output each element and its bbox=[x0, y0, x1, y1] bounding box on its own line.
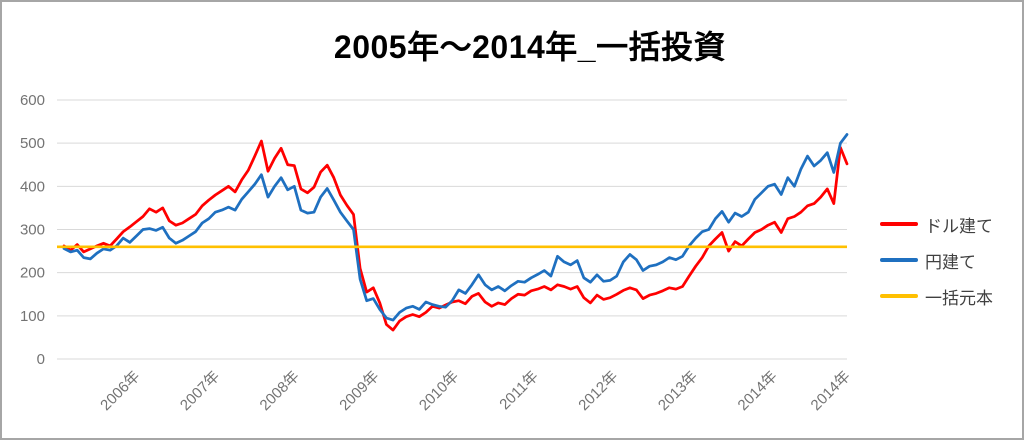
chart-title: 2005年～2014年_一括投資 bbox=[333, 29, 727, 65]
y-axis-label: 500 bbox=[20, 135, 45, 152]
x-axis-label: 2008年 bbox=[257, 368, 303, 414]
y-axis-label: 0 bbox=[37, 351, 45, 368]
legend-item: 円建て bbox=[880, 249, 993, 272]
legend-label: 円建て bbox=[925, 252, 976, 272]
y-axis-label: 300 bbox=[20, 222, 45, 239]
y-axis-label: 400 bbox=[20, 178, 45, 195]
y-axis-label: 200 bbox=[20, 265, 45, 282]
series-line-1 bbox=[62, 133, 849, 322]
x-axis-label: 2012年 bbox=[575, 368, 621, 414]
x-axis-label: 2014年 bbox=[735, 368, 781, 414]
x-axis-label: 2014年 bbox=[808, 368, 854, 414]
legend-item: ドル建て bbox=[880, 213, 993, 236]
legend-swatch-icon bbox=[880, 222, 918, 226]
legend-swatch-icon bbox=[880, 258, 918, 262]
legend-label: 一括元本 bbox=[925, 288, 993, 308]
legend-swatch-icon bbox=[880, 294, 918, 298]
series-line-0 bbox=[62, 139, 849, 332]
legend-label: ドル建て bbox=[925, 216, 993, 236]
x-axis-label: 2009年 bbox=[336, 368, 382, 414]
x-axis-label: 2013年 bbox=[655, 368, 701, 414]
x-axis-label: 2011年 bbox=[496, 368, 541, 413]
y-axis-label: 100 bbox=[20, 308, 45, 325]
y-axis-label: 600 bbox=[20, 92, 45, 109]
legend-item: 一括元本 bbox=[880, 285, 993, 308]
x-axis-label: 2007年 bbox=[177, 368, 223, 414]
legend: ドル建て円建て一括元本 bbox=[880, 213, 993, 308]
x-axis-label: 2010年 bbox=[416, 368, 462, 414]
x-axis-label: 2006年 bbox=[97, 368, 143, 414]
